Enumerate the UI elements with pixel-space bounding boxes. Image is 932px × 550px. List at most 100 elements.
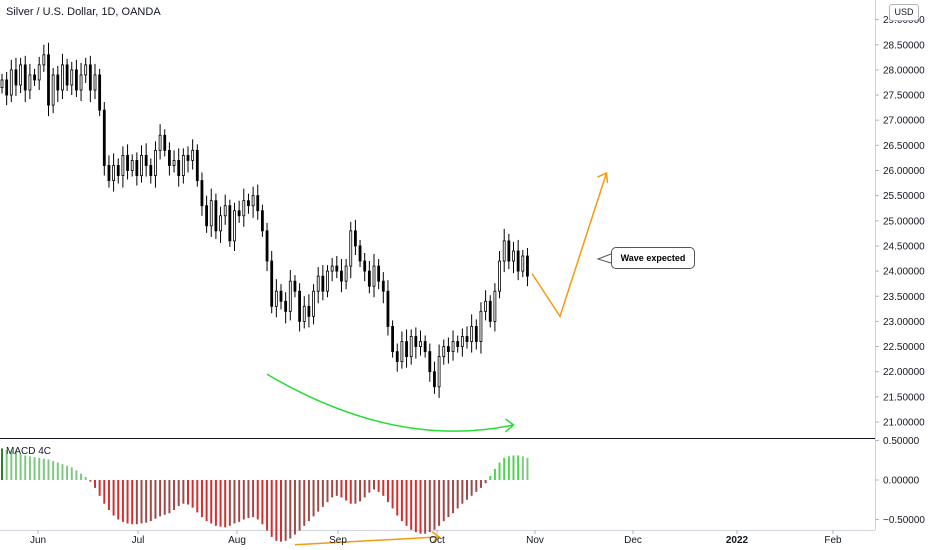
macd-bar bbox=[289, 480, 292, 539]
candle bbox=[465, 326, 469, 349]
currency-badge[interactable]: USD bbox=[889, 4, 919, 21]
candle-body bbox=[209, 200, 213, 227]
macd-bar bbox=[103, 480, 106, 504]
macd-bar bbox=[498, 462, 501, 480]
candle bbox=[149, 158, 153, 184]
candle bbox=[121, 146, 125, 188]
macd-bar bbox=[340, 480, 343, 498]
candle bbox=[377, 259, 381, 290]
candle-body bbox=[316, 275, 320, 292]
candle bbox=[79, 62, 83, 102]
macd-bar bbox=[80, 473, 83, 480]
candle bbox=[205, 195, 209, 233]
wave-expected-callout: Wave expected bbox=[611, 247, 695, 269]
macd-axis[interactable]: 0.50000 0.00000 −0.50000 bbox=[875, 436, 925, 526]
candle bbox=[242, 188, 246, 227]
candle-body bbox=[130, 160, 134, 171]
candle-body bbox=[75, 69, 78, 91]
candle bbox=[474, 319, 478, 350]
candle bbox=[102, 102, 106, 176]
candle-body bbox=[228, 205, 232, 242]
candle-body bbox=[386, 290, 390, 327]
macd-bar bbox=[200, 480, 203, 518]
macd-bar bbox=[512, 455, 515, 480]
price-tick-label: 26.00000 bbox=[883, 166, 925, 177]
candle-body bbox=[298, 290, 302, 322]
candle bbox=[209, 188, 213, 237]
time-tick-label: Feb bbox=[824, 535, 842, 546]
macd-bar bbox=[312, 480, 315, 517]
macd-bar bbox=[489, 476, 492, 480]
candle-body bbox=[484, 300, 488, 312]
candle bbox=[163, 129, 167, 157]
candle bbox=[479, 302, 483, 354]
candle bbox=[274, 279, 278, 318]
macd-bar bbox=[233, 480, 236, 524]
time-axis[interactable]: Jun Jul Aug Sep Oct Nov Dec 2022 Feb bbox=[30, 530, 842, 546]
candle bbox=[330, 258, 334, 282]
candle bbox=[293, 275, 297, 298]
macd-bar bbox=[293, 480, 296, 535]
macd-bar bbox=[5, 449, 8, 480]
candle bbox=[28, 63, 32, 100]
macd-bar bbox=[280, 480, 282, 542]
macd-bar bbox=[42, 458, 45, 480]
candle bbox=[154, 141, 157, 188]
macd-bar bbox=[154, 480, 157, 519]
candle bbox=[335, 256, 339, 279]
candle-body bbox=[116, 165, 120, 176]
candle-body bbox=[200, 180, 204, 207]
macd-bar bbox=[400, 480, 403, 522]
candle bbox=[484, 290, 488, 321]
candle bbox=[135, 152, 139, 186]
grid bbox=[0, 0, 876, 531]
macd-bar bbox=[410, 480, 413, 530]
candle bbox=[302, 296, 306, 329]
macd-bar bbox=[363, 480, 366, 498]
macd-bar bbox=[196, 480, 199, 513]
candle bbox=[251, 186, 255, 218]
candle-body bbox=[419, 341, 422, 347]
macd-bar bbox=[210, 480, 213, 524]
candle bbox=[265, 222, 269, 272]
candle bbox=[344, 259, 348, 290]
macd-bar bbox=[419, 480, 422, 534]
candle-body bbox=[223, 205, 227, 217]
macd-bar bbox=[326, 480, 329, 503]
macd-bar bbox=[414, 480, 417, 533]
macd-bar bbox=[517, 455, 520, 480]
macd-bar bbox=[275, 480, 278, 541]
macd-bar bbox=[521, 456, 524, 480]
orange-zigzag-arrow bbox=[531, 172, 608, 319]
candle-body bbox=[274, 290, 278, 307]
candle-body bbox=[191, 149, 195, 161]
macd-bar bbox=[475, 480, 478, 492]
macd-bar bbox=[470, 480, 473, 496]
candle bbox=[446, 337, 450, 364]
candle-body bbox=[270, 260, 274, 307]
price-axis[interactable]: 29.0000028.5000028.0000027.5000027.00000… bbox=[875, 15, 925, 429]
candle-body bbox=[526, 255, 529, 277]
macd-bar bbox=[131, 480, 134, 525]
time-tick-label: Sep bbox=[329, 535, 347, 546]
macd-bar bbox=[447, 480, 450, 518]
candle-body bbox=[502, 240, 506, 262]
macd-bar bbox=[396, 480, 399, 516]
candle-body bbox=[293, 280, 297, 292]
candle-body bbox=[465, 336, 469, 342]
macd-bar bbox=[219, 480, 222, 527]
price-tick-label: 24.50000 bbox=[883, 241, 925, 252]
macd-bar bbox=[382, 480, 385, 496]
candle bbox=[358, 239, 362, 268]
macd-bar bbox=[140, 480, 143, 524]
time-tick-label: Jun bbox=[30, 535, 46, 546]
macd-bar bbox=[331, 480, 334, 498]
macd-bar bbox=[405, 480, 408, 526]
green-arrowhead bbox=[505, 418, 515, 433]
candle-body bbox=[474, 326, 478, 342]
candle-body bbox=[214, 200, 218, 232]
candle bbox=[186, 146, 190, 173]
candle-body bbox=[0, 79, 4, 88]
candle-body bbox=[102, 109, 106, 166]
